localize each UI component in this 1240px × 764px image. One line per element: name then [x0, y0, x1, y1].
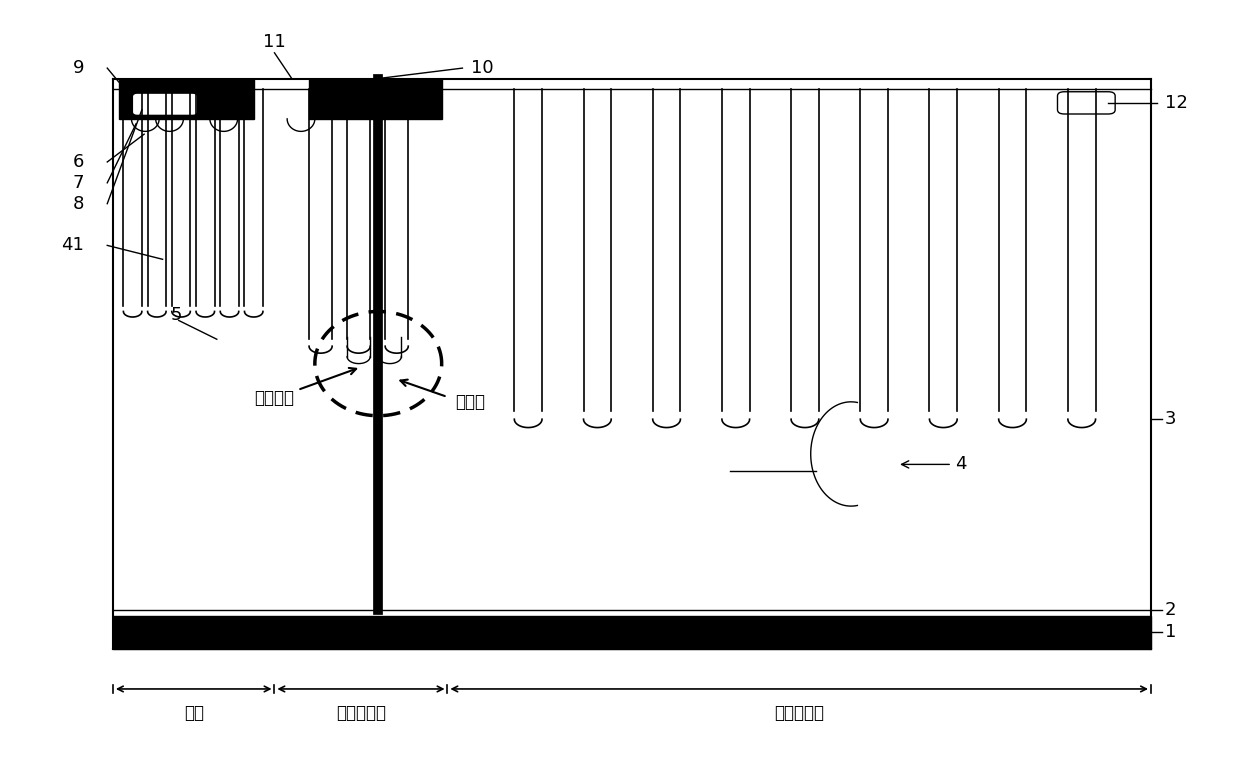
Text: 41: 41: [61, 236, 84, 254]
Text: 2: 2: [1164, 601, 1177, 620]
Text: 4: 4: [901, 455, 966, 474]
Text: 10: 10: [470, 59, 494, 77]
Text: 9: 9: [73, 59, 84, 77]
Bar: [113, 616, 1151, 649]
Bar: [309, 79, 441, 119]
Text: 11: 11: [263, 33, 286, 50]
FancyBboxPatch shape: [134, 95, 196, 114]
Text: 3: 3: [1164, 410, 1177, 428]
Text: 雪崩电流: 雪崩电流: [254, 390, 294, 407]
FancyBboxPatch shape: [1058, 92, 1115, 114]
Text: 8: 8: [73, 195, 84, 212]
Text: 元胞: 元胞: [184, 704, 203, 722]
Text: 6: 6: [73, 153, 84, 171]
Text: 击穿点: 击穿点: [455, 393, 486, 411]
Bar: [119, 79, 254, 119]
Text: 5: 5: [171, 306, 182, 324]
Text: 1: 1: [1164, 623, 1176, 641]
Text: 终端击穿区: 终端击穿区: [336, 704, 386, 722]
Text: 7: 7: [73, 174, 84, 192]
Text: 12: 12: [1164, 94, 1188, 112]
Text: 终端耐压区: 终端耐压区: [774, 704, 825, 722]
